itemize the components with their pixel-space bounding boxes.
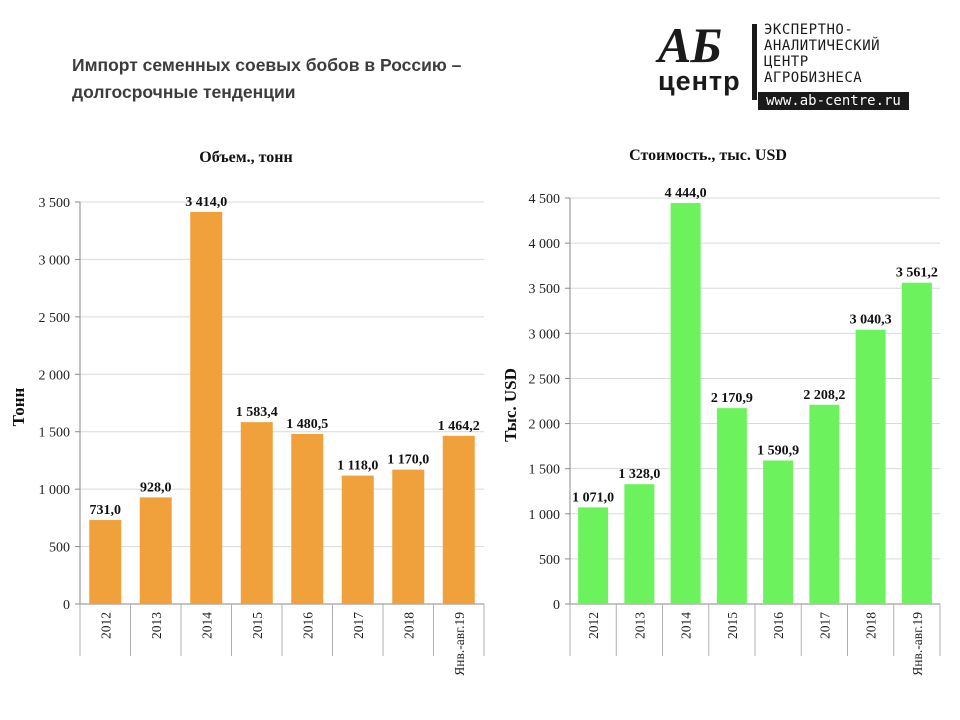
data-label: 1 464,2 xyxy=(438,419,480,434)
page-title: Импорт семенных соевых бобов в Россию – … xyxy=(72,52,542,106)
data-label: 3 414,0 xyxy=(185,195,227,210)
x-tick-label: 2018 xyxy=(401,612,416,639)
data-label: 3 040,3 xyxy=(850,313,892,328)
chart-title: Объем., тонн xyxy=(199,149,292,166)
bar xyxy=(291,433,324,604)
logo-text-line: ЦЕНТР xyxy=(764,54,809,70)
page-title-line-1: Импорт семенных соевых бобов в Россию – xyxy=(72,55,462,75)
y-tick-label: 2 000 xyxy=(529,418,561,433)
y-axis-label: Тонн xyxy=(9,387,28,426)
logo-text-line: АГРОБИЗНЕСА xyxy=(764,70,863,86)
y-tick-label: 1 500 xyxy=(529,463,561,478)
data-label: 3 561,2 xyxy=(896,266,938,281)
bar xyxy=(240,422,273,604)
bar xyxy=(442,435,475,604)
chart-title: Стоимость., тыс. USD xyxy=(629,147,787,164)
x-tick-label: 2014 xyxy=(199,612,214,639)
data-label: 1 480,5 xyxy=(286,417,328,432)
logo-word: центр xyxy=(658,66,741,96)
bar xyxy=(190,211,223,604)
x-tick-label: 2016 xyxy=(300,612,315,639)
x-tick-label: 2013 xyxy=(149,612,164,639)
bar xyxy=(716,408,747,604)
bar xyxy=(89,520,122,604)
y-tick-label: 1 000 xyxy=(39,483,71,498)
y-tick-label: 3 500 xyxy=(529,282,561,297)
data-label: 928,0 xyxy=(140,480,172,495)
bar xyxy=(809,404,840,604)
data-label: 1 328,0 xyxy=(618,467,660,482)
data-label: 2 170,9 xyxy=(711,391,753,406)
y-tick-label: 500 xyxy=(539,553,560,568)
y-axis-label: Тыс. USD xyxy=(501,368,520,442)
y-tick-label: 2 500 xyxy=(39,311,71,326)
x-tick-label: 2017 xyxy=(817,612,832,639)
y-tick-label: 1 500 xyxy=(39,426,71,441)
y-tick-label: 0 xyxy=(553,598,560,613)
bar xyxy=(341,475,374,604)
data-label: 1 583,4 xyxy=(236,405,278,420)
bar xyxy=(392,469,425,604)
logo-url: www.ab-centre.ru xyxy=(758,92,909,110)
logo-divider xyxy=(752,24,757,100)
y-tick-label: 3 500 xyxy=(39,196,71,211)
page-title-line-2: долгосрочные тенденции xyxy=(72,82,296,102)
data-label: 731,0 xyxy=(90,503,122,518)
y-tick-label: 3 000 xyxy=(529,327,561,342)
bar xyxy=(670,203,701,605)
data-label: 2 208,2 xyxy=(803,388,845,403)
ab-centre-logo: АБ центр ЭКСПЕРТНО- АНАЛИТИЧЕСКИЙ ЦЕНТР … xyxy=(650,18,930,118)
bar xyxy=(624,484,655,604)
x-tick-label: 2016 xyxy=(771,612,786,639)
logo-text-line: АНАЛИТИЧЕСКИЙ xyxy=(764,38,881,54)
x-tick-label: 2012 xyxy=(98,612,113,639)
x-tick-label: 2015 xyxy=(725,612,740,639)
x-tick-label: 2014 xyxy=(679,612,694,639)
x-tick-label: 2015 xyxy=(250,612,265,639)
chart-2: Стоимость., тыс. USD Тыс. USD 0 500 1 000 1 5… xyxy=(501,147,941,676)
x-tick-label: Янв.-авг.19 xyxy=(452,612,467,676)
data-label: 1 071,0 xyxy=(572,490,614,505)
x-tick-label: 2018 xyxy=(864,612,879,639)
y-tick-label: 3 000 xyxy=(39,253,71,268)
y-tick-label: 0 xyxy=(63,598,70,613)
x-tick-label: 2013 xyxy=(632,612,647,639)
logo-text-line: ЭКСПЕРТНО- xyxy=(764,22,854,38)
data-label: 4 444,0 xyxy=(665,186,707,201)
data-label: 1 170,0 xyxy=(387,453,429,468)
y-tick-label: 1 000 xyxy=(529,508,561,523)
data-label: 1 590,9 xyxy=(757,443,799,458)
y-tick-label: 2 000 xyxy=(39,368,71,383)
x-tick-label: Янв.-авг.19 xyxy=(910,612,925,676)
y-tick-label: 4 500 xyxy=(529,192,561,207)
y-tick-label: 4 000 xyxy=(529,237,561,252)
bar xyxy=(763,460,794,604)
bar xyxy=(855,329,886,604)
y-tick-label: 500 xyxy=(49,541,70,556)
chart-1: Объем., тонн Тонн 0 500 1 000 1 500 2 000 2 500… xyxy=(9,149,485,676)
bar xyxy=(578,507,609,604)
logo-mark: АБ xyxy=(658,17,722,73)
y-tick-label: 2 500 xyxy=(529,372,561,387)
logo-text: ЭКСПЕРТНО- АНАЛИТИЧЕСКИЙ ЦЕНТР АГРОБИЗНЕ… xyxy=(764,22,880,86)
bar xyxy=(139,497,172,604)
x-tick-label: 2012 xyxy=(586,612,601,639)
x-tick-label: 2017 xyxy=(351,612,366,639)
data-label: 1 118,0 xyxy=(337,459,378,474)
bar xyxy=(901,282,932,604)
